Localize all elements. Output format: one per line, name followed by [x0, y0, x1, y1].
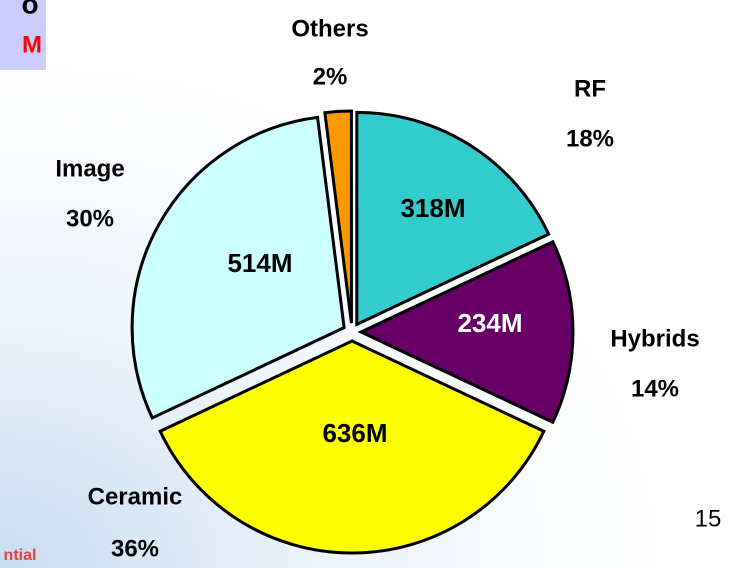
percent-label: 36%: [111, 535, 159, 562]
pie-slice: [158, 339, 546, 555]
amount-label: 234M: [457, 308, 522, 338]
pie-slice: [357, 239, 575, 425]
header-text: M: [22, 31, 42, 58]
category-label: Image: [55, 155, 124, 182]
header-text: o: [21, 0, 38, 19]
amount-label: 514M: [227, 248, 292, 278]
percent-label: 18%: [566, 125, 614, 152]
percent-label: 30%: [66, 205, 114, 232]
category-label: Ceramic: [88, 483, 183, 510]
page-number: 15: [695, 505, 722, 532]
category-label: Hybrids: [610, 325, 699, 352]
category-label: Others: [291, 15, 368, 42]
footer-text: ntial: [4, 547, 37, 564]
amount-label: 636M: [322, 418, 387, 448]
category-label: RF: [574, 75, 606, 102]
pie-slice: [323, 109, 353, 324]
header-box: [0, 0, 46, 70]
pie-slice: [130, 115, 346, 420]
amount-label: 318M: [400, 193, 465, 223]
percent-label: 14%: [631, 375, 679, 402]
pie-slice: [355, 110, 551, 327]
percent-label: 2%: [313, 63, 348, 90]
